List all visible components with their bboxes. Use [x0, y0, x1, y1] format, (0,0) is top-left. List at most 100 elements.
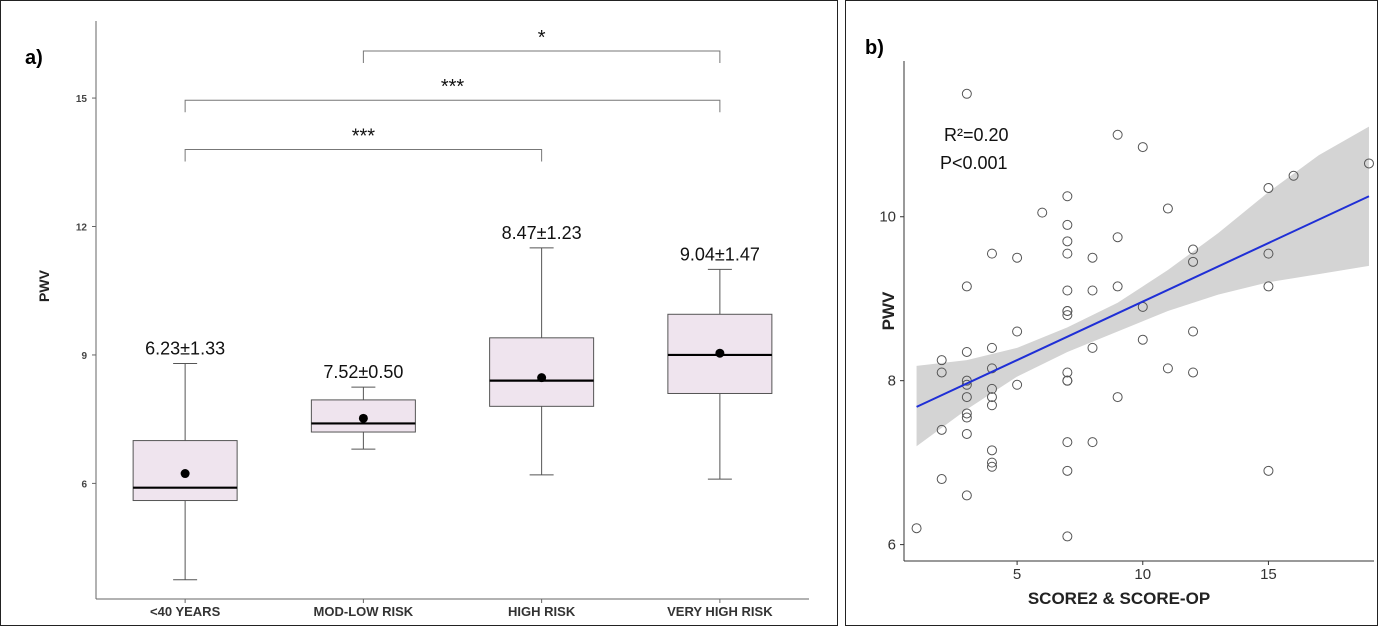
data-point [1062, 531, 1073, 542]
significance-bracket [362, 50, 721, 63]
data-point [1062, 219, 1073, 230]
x-axis-label: SCORE2 & SCORE-OP [1028, 589, 1210, 608]
mean-point [715, 348, 725, 358]
data-point [961, 412, 972, 423]
data-point [961, 88, 972, 99]
data-point [986, 457, 997, 468]
significance-label: *** [441, 76, 465, 98]
data-point [986, 445, 997, 456]
data-point [986, 400, 997, 411]
data-point [936, 474, 947, 485]
data-point [1012, 379, 1023, 390]
x-tick-label: 15 [1260, 566, 1277, 583]
mean-point [180, 469, 190, 479]
data-point [1112, 392, 1123, 403]
data-point [961, 392, 972, 403]
y-axis-label: PWV [879, 291, 898, 330]
mean-label: 7.52±0.50 [323, 362, 403, 382]
data-point [1062, 285, 1073, 296]
x-tick-label: HIGH RISK [508, 604, 576, 619]
mean-label: 9.04±1.47 [680, 244, 760, 264]
data-point [961, 346, 972, 357]
data-point [1188, 367, 1199, 378]
data-point [936, 424, 947, 435]
x-tick-label: MOD-LOW RISK [314, 604, 414, 619]
data-point [1087, 285, 1098, 296]
r-squared-annotation: R²=0.20 [944, 125, 1009, 145]
data-point [1188, 256, 1199, 267]
data-point [1037, 207, 1048, 218]
x-tick-label: 10 [1134, 566, 1151, 583]
data-point [1062, 375, 1073, 386]
confidence-band [916, 126, 1369, 447]
data-point [986, 248, 997, 259]
x-tick-label: VERY HIGH RISK [667, 604, 773, 619]
data-point [1112, 281, 1123, 292]
data-point [936, 355, 947, 366]
significance-label: *** [352, 125, 376, 147]
data-point [1062, 367, 1073, 378]
data-point [1137, 334, 1148, 345]
y-axis-label: PWV [36, 269, 52, 302]
y-tick-label: 15 [76, 94, 88, 105]
data-point [961, 408, 972, 419]
mean-label: 6.23±1.33 [145, 339, 225, 359]
data-point [911, 523, 922, 534]
y-tick-label: 8 [888, 373, 896, 390]
data-point [1087, 252, 1098, 263]
data-point [1062, 310, 1073, 321]
data-point [1263, 281, 1274, 292]
significance-label: * [538, 27, 546, 49]
data-point [1062, 248, 1073, 259]
panel-label-a: a) [25, 47, 43, 69]
data-point [1137, 142, 1148, 153]
mean-point [358, 413, 368, 423]
significance-bracket [184, 99, 721, 113]
data-point [1012, 252, 1023, 263]
data-point [1263, 183, 1274, 194]
y-tick-label: 12 [76, 223, 88, 234]
data-point [1263, 465, 1274, 476]
y-tick-label: 9 [81, 351, 87, 362]
data-point [986, 392, 997, 403]
panel-a-boxplot: a) PWV 6 9 12 15 <40 YEARS MOD-LOW RISK HIGH R… [0, 0, 838, 626]
data-point [1062, 465, 1073, 476]
data-point [1062, 236, 1073, 247]
data-point [1263, 248, 1274, 259]
data-point [1162, 363, 1173, 374]
data-point [1062, 191, 1073, 202]
data-point [1162, 203, 1173, 214]
panel-b-scatter: b) PWV SCORE2 & SCORE-OP R²=0.20 P<0.001… [845, 0, 1378, 626]
data-point [1087, 342, 1098, 353]
mean-label: 8.47±1.23 [502, 223, 582, 243]
data-point [1112, 129, 1123, 140]
panel-label-b: b) [865, 37, 884, 59]
data-point [986, 342, 997, 353]
data-point [1062, 437, 1073, 448]
mean-point [537, 373, 547, 383]
data-point [1062, 306, 1073, 316]
data-point [1363, 158, 1374, 169]
regression-line [916, 195, 1370, 408]
y-tick-label: 6 [888, 537, 896, 554]
data-point [986, 383, 997, 394]
box [489, 337, 595, 407]
scatter-svg: b) PWV SCORE2 & SCORE-OP R²=0.20 P<0.001… [865, 37, 1374, 608]
data-point [1188, 326, 1199, 337]
p-value-annotation: P<0.001 [940, 153, 1008, 173]
x-tick-label: <40 YEARS [150, 604, 221, 619]
data-point [1288, 170, 1299, 181]
data-point [961, 490, 972, 501]
data-point [936, 367, 947, 378]
data-point [1188, 244, 1199, 255]
y-tick-label: 10 [879, 209, 896, 226]
data-point [961, 281, 972, 292]
boxplot-svg: a) PWV 6 9 12 15 <40 YEARS MOD-LOW RISK HIGH R… [25, 21, 809, 619]
data-point [1087, 437, 1098, 448]
data-point [961, 428, 972, 439]
data-point [1012, 326, 1023, 337]
significance-bracket [184, 148, 543, 162]
data-point [986, 461, 997, 472]
data-point [1112, 232, 1123, 243]
x-tick-label: 5 [1013, 566, 1021, 583]
